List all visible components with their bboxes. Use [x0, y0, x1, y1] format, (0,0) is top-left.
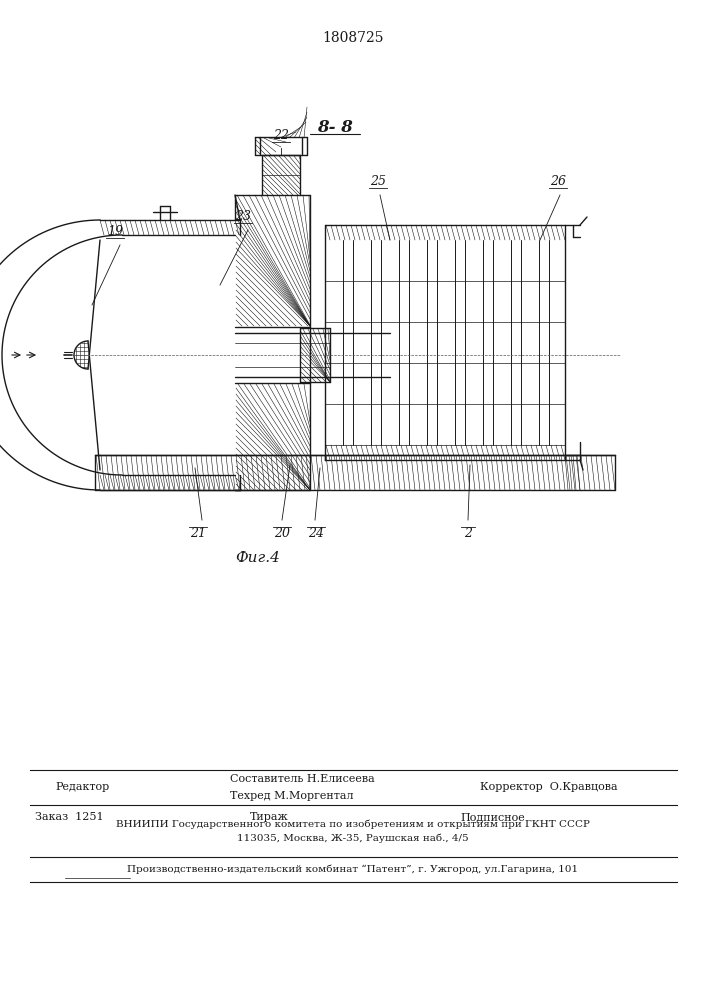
Text: Фиг.4: Фиг.4 — [235, 551, 281, 565]
Text: 24: 24 — [308, 527, 324, 540]
Text: Техред М.Моргентал: Техред М.Моргентал — [230, 791, 354, 801]
Text: 19: 19 — [107, 225, 123, 238]
Text: 21: 21 — [190, 527, 206, 540]
Text: 2: 2 — [464, 527, 472, 540]
Text: 26: 26 — [550, 175, 566, 188]
Text: 20: 20 — [274, 527, 290, 540]
Text: Заказ  1251: Заказ 1251 — [35, 812, 104, 822]
Text: Производственно-издательский комбинат “Патент”, г. Ужгород, ул.Гагарина, 101: Производственно-издательский комбинат “П… — [127, 865, 578, 874]
Text: 23: 23 — [235, 210, 251, 223]
Text: Редактор: Редактор — [55, 782, 110, 792]
Text: 1808725: 1808725 — [322, 31, 384, 45]
Text: Подписное: Подписное — [460, 812, 525, 822]
Text: Составитель Н.Елисеева: Составитель Н.Елисеева — [230, 774, 375, 784]
Text: 22: 22 — [273, 129, 289, 142]
Text: ВНИИПИ Государственного комитета по изобретениям и открытиям при ГКНТ СССР: ВНИИПИ Государственного комитета по изоб… — [116, 819, 590, 829]
Text: 8- 8: 8- 8 — [317, 119, 353, 136]
Text: Тираж: Тираж — [250, 812, 288, 822]
Text: Корректор  О.Кравцова: Корректор О.Кравцова — [480, 782, 618, 792]
Text: 25: 25 — [370, 175, 386, 188]
Text: 113035, Москва, Ж-35, Раушская наб., 4/5: 113035, Москва, Ж-35, Раушская наб., 4/5 — [237, 833, 469, 843]
